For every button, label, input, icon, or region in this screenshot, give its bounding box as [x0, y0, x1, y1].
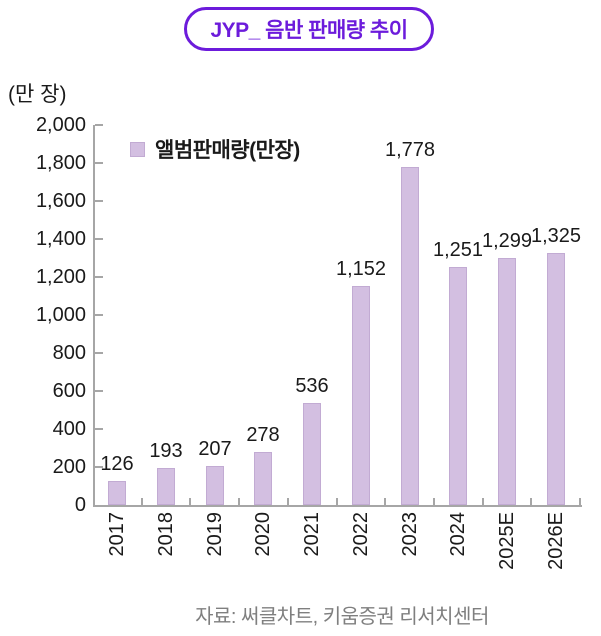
y-tick-mark [95, 314, 103, 316]
x-tick-mark [140, 498, 143, 505]
y-tick-label: 1,400 [35, 228, 86, 250]
value-label-2025E: 1,299 [481, 230, 533, 252]
y-tick-mark [95, 238, 103, 240]
x-axis-label-2019: 2019 [204, 512, 226, 557]
legend: 앨범판매량(만장) [130, 134, 300, 164]
y-tick-label: 1,600 [35, 190, 86, 212]
y-axis-line [93, 125, 95, 505]
y-tick-mark [95, 162, 103, 164]
y-tick-label: 600 [52, 380, 86, 402]
x-tick-mark [286, 498, 289, 505]
x-tick-mark [238, 498, 241, 505]
x-tick-mark [384, 498, 387, 505]
x-tick-mark [189, 498, 192, 505]
x-axis-label-2020: 2020 [252, 512, 274, 557]
x-tick-mark [530, 498, 533, 505]
y-tick-mark [95, 466, 103, 468]
y-tick-label: 1,800 [35, 152, 86, 174]
x-axis-label-2025E: 2025E [496, 512, 518, 570]
legend-label: 앨범판매량(만장) [155, 139, 300, 162]
y-tick-mark [95, 390, 103, 392]
x-axis-label-2024: 2024 [447, 512, 469, 557]
x-tick-mark [432, 498, 435, 505]
bar-2020 [254, 452, 272, 505]
value-label-2022: 1,152 [335, 258, 387, 280]
x-axis-label-2023: 2023 [399, 512, 421, 557]
x-axis-label-2018: 2018 [155, 512, 177, 557]
x-axis-label-2021: 2021 [301, 512, 323, 557]
x-axis-label-2022: 2022 [350, 512, 372, 557]
bar-2017 [108, 481, 126, 505]
value-label-2024: 1,251 [432, 239, 484, 261]
y-tick-mark [95, 124, 103, 126]
value-label-2020: 278 [246, 424, 280, 446]
bar-2019 [206, 466, 224, 505]
y-tick-label: 1,200 [35, 266, 86, 288]
y-tick-mark [95, 428, 103, 430]
x-tick-mark [481, 498, 484, 505]
value-label-2017: 126 [100, 453, 134, 475]
x-axis-line [93, 505, 582, 507]
bar-2024 [449, 267, 467, 505]
x-tick-mark [579, 498, 581, 505]
source-note: 자료: 써클차트, 키움증권 리서치센터 [195, 606, 489, 628]
bar-2021 [303, 403, 321, 505]
value-label-2023: 1,778 [384, 139, 436, 161]
y-tick-mark [95, 200, 103, 202]
y-tick-label: 1,000 [35, 304, 86, 326]
x-axis-label-2017: 2017 [106, 512, 128, 557]
y-tick-mark [95, 352, 103, 354]
bar-2023 [401, 167, 419, 505]
legend-swatch-icon [130, 141, 145, 157]
y-tick-label: 0 [74, 494, 86, 516]
y-tick-label: 800 [52, 342, 86, 364]
value-label-2019: 207 [198, 438, 232, 460]
y-tick-mark [95, 276, 103, 278]
x-tick-mark [335, 498, 338, 505]
bar-2025E [498, 258, 516, 505]
y-tick-label: 200 [52, 456, 86, 478]
bar-2026E [547, 253, 565, 505]
x-axis-label-2026E: 2026E [545, 512, 567, 570]
chart-title-pill: JYP_ 음반 판매량 추이 [184, 7, 434, 51]
bar-2022 [352, 286, 370, 505]
value-label-2018: 193 [149, 440, 183, 462]
y-tick-label: 2,000 [35, 114, 86, 136]
y-tick-label: 400 [52, 418, 86, 440]
value-label-2026E: 1,325 [530, 225, 582, 247]
value-label-2021: 536 [295, 375, 329, 397]
bar-2018 [157, 468, 175, 505]
chart-title: JYP_ 음반 판매량 추이 [210, 19, 408, 42]
y-axis-unit-label: (만 장) [8, 83, 67, 106]
